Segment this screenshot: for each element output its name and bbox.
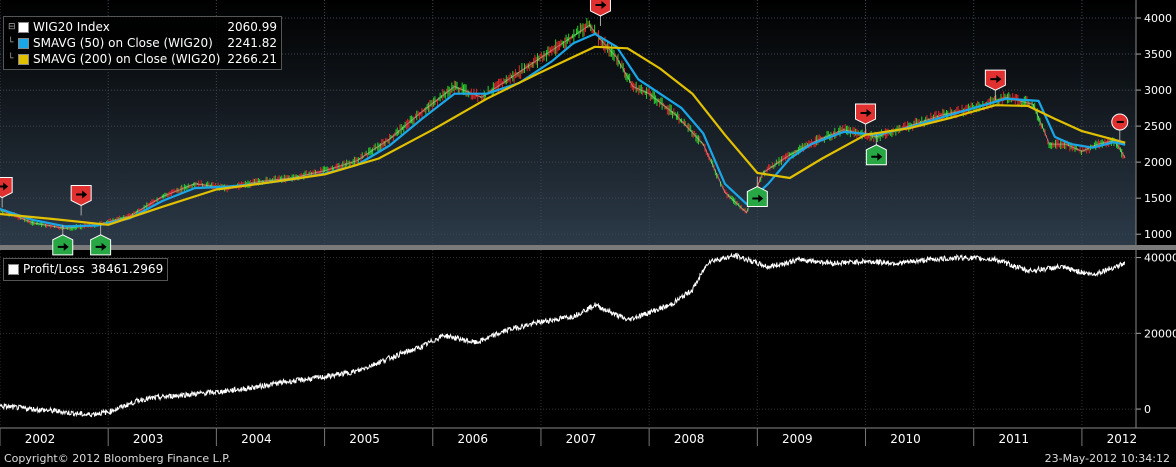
profit-loss-line: [0, 252, 1126, 418]
tree-branch-icon: └: [8, 38, 14, 48]
collapse-icon[interactable]: ⊟: [8, 22, 16, 32]
year-tick-label: 2007: [566, 432, 597, 446]
legend-item-wig20[interactable]: ⊟ WIG20 Index 2060.99: [8, 19, 277, 35]
tree-branch-icon: └: [8, 54, 14, 64]
pl-label: Profit/Loss: [23, 262, 85, 276]
price-y-tick-label: 1000: [1144, 228, 1172, 241]
year-tick-label: 2008: [674, 432, 705, 446]
sell-signal-marker: [589, 0, 611, 17]
year-tick-label: 2009: [782, 432, 813, 446]
panel-separator: [0, 245, 1176, 250]
year-tick-label: 2002: [25, 432, 56, 446]
copyright-text: Copyright© 2012 Bloomberg Finance L.P.: [4, 452, 231, 465]
year-tick-label: 2011: [998, 432, 1029, 446]
axes: 2002 2003 2004 2005 2006 2007 2008 2009 2010 2011…: [0, 0, 1176, 446]
legend-value: 2241.82: [227, 36, 277, 50]
price-y-tick-label: 3000: [1144, 84, 1172, 97]
sell-signal-marker: [984, 69, 1006, 91]
sell-signal-arrow: [0, 182, 9, 191]
price-plot: [0, 18, 1126, 231]
legend-swatch-wig20: [18, 21, 29, 33]
legend-label: WIG20 Index: [33, 20, 110, 34]
price-y-tick-label: 2500: [1144, 120, 1172, 133]
year-tick-label: 2005: [349, 432, 380, 446]
profit-loss-plot: [0, 252, 1126, 418]
sell-signal-marker: [70, 184, 92, 207]
legend-value: 2060.99: [227, 20, 277, 34]
legend-swatch-sma200: [18, 53, 29, 65]
pl-panel-background: [0, 250, 1176, 428]
price-series-line: [0, 45, 1126, 226]
legend-label: SMAVG (200) on Close (WIG20): [33, 52, 221, 66]
trade-signals: [0, 0, 1129, 256]
legend-label: SMAVG (50) on Close (WIG20): [33, 36, 213, 50]
buy-signal-marker: [746, 185, 768, 208]
price-y-tick-label: 1500: [1144, 192, 1172, 205]
pl-y-tick-label: 0: [1144, 403, 1151, 416]
timestamp-text: 23-May-2012 10:34:12: [1044, 452, 1170, 465]
year-tick-label: 2010: [890, 432, 921, 446]
year-tick-label: 2012: [1107, 432, 1138, 446]
sell-signal-arrow: [76, 190, 88, 199]
year-tick-label: 2004: [241, 432, 272, 446]
price-y-tick-label: 3500: [1144, 48, 1172, 61]
legend-item-sma50[interactable]: └ SMAVG (50) on Close (WIG20) 2241.82: [8, 35, 277, 51]
year-tick-label: 2003: [133, 432, 164, 446]
price-y-tick-label: 2000: [1144, 156, 1172, 169]
axis-background: [1136, 0, 1176, 245]
sell-signal-arrow: [860, 109, 872, 118]
buy-signal-arrow: [57, 242, 69, 251]
sell-signal-arrow: [990, 75, 1002, 84]
buy-signal-arrow: [752, 194, 764, 203]
buy-signal-marker: [90, 234, 112, 256]
legend-value: 2266.21: [227, 52, 277, 66]
year-tick-label: 2006: [457, 432, 488, 446]
legend-item-sma200[interactable]: └ SMAVG (200) on Close (WIG20) 2266.21: [8, 51, 277, 67]
legend-swatch-profit-loss: [8, 264, 19, 275]
pl-y-tick-label: 40000: [1144, 252, 1176, 265]
pl-y-tick-label: 20000: [1144, 327, 1176, 340]
profit-loss-legend[interactable]: Profit/Loss 38461.2969: [3, 258, 169, 281]
price-legend: ⊟ WIG20 Index 2060.99 └ SMAVG (50) on Cl…: [3, 16, 282, 70]
buy-signal-marker: [865, 144, 887, 166]
buy-signal-arrow: [95, 242, 107, 251]
legend-swatch-sma50: [18, 37, 29, 49]
buy-signal-arrow: [871, 152, 883, 161]
price-y-tick-label: 4000: [1144, 12, 1172, 25]
sell-signal-arrow: [595, 0, 607, 9]
buy-signal-marker: [52, 234, 74, 256]
pl-value: 38461.2969: [90, 262, 164, 276]
